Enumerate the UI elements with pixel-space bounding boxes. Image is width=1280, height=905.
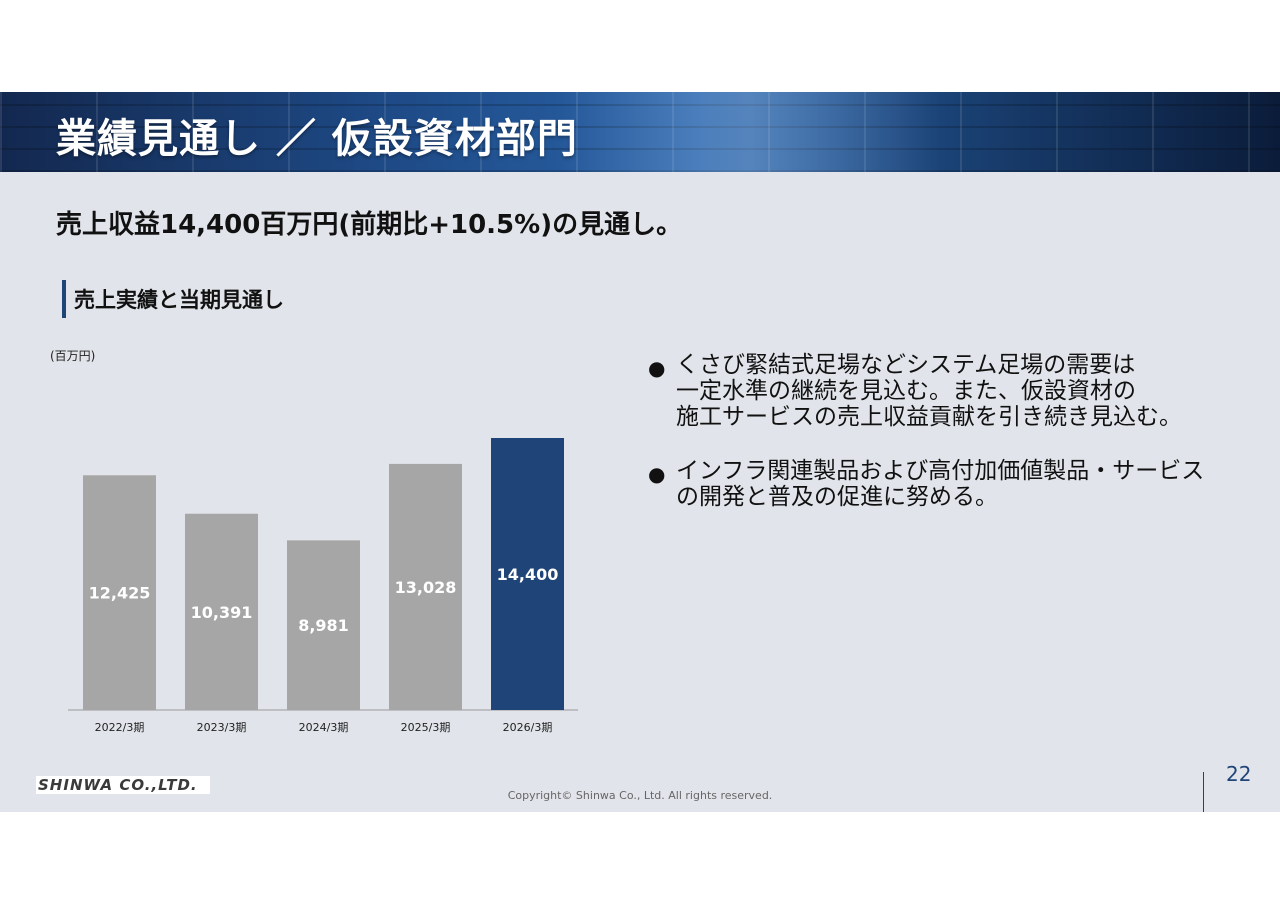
bar-value-label: 13,028 xyxy=(395,578,457,597)
bar-2022/3期 xyxy=(83,475,156,710)
page-title: 業績見通し ／ 仮設資材部門 xyxy=(56,116,578,162)
bullet-line: 施工サービスの売上収益貢献を引き続き見込む。 xyxy=(676,404,1182,430)
banner-highlight xyxy=(560,92,940,172)
bar-value-label: 8,981 xyxy=(298,616,349,635)
bullet-line: インフラ関連製品および高付加価値製品・サービス xyxy=(676,458,1205,484)
headline: 売上収益14,400百万円(前期比+10.5%)の見通し。 xyxy=(56,210,683,240)
page-number: 22 xyxy=(1226,762,1252,786)
bullet-line: 一定水準の継続を見込む。また、仮設資材の xyxy=(676,378,1136,404)
bullet-marker: ● xyxy=(648,356,666,380)
x-tick-label: 2022/3期 xyxy=(95,721,145,734)
bullet-marker: ● xyxy=(648,462,666,486)
title-banner: 業績見通し ／ 仮設資材部門 xyxy=(0,92,1280,172)
bullet-item: ● くさび緊結式足場などシステム足場の需要は 一定水準の継続を見込む。また、仮設… xyxy=(648,352,1268,430)
bar-value-label: 10,391 xyxy=(191,603,253,622)
x-tick-label: 2026/3期 xyxy=(503,721,553,734)
bullet-list: ● くさび緊結式足場などシステム足場の需要は 一定水準の継続を見込む。また、仮設… xyxy=(648,352,1268,538)
bar-2024/3期 xyxy=(287,540,360,710)
bar-2023/3期 xyxy=(185,513,258,710)
x-tick-label: 2023/3期 xyxy=(197,721,247,734)
section-title: 売上実績と当期見通し xyxy=(74,288,284,312)
company-logo: SHINWA CO.,LTD. xyxy=(36,776,210,794)
banner-pattern xyxy=(0,92,1280,172)
bar-value-label: 12,425 xyxy=(89,584,151,603)
sales-bar-chart: 12,425 2022/3期 10,391 2023/3期 8,981 2024/3期 13… xyxy=(68,438,578,734)
bullet-line: くさび緊結式足場などシステム足場の需要は xyxy=(676,352,1136,378)
bullet-line: の開発と普及の促進に努める。 xyxy=(676,484,998,510)
x-tick-label: 2024/3期 xyxy=(299,721,349,734)
bar-2025/3期 xyxy=(389,463,462,710)
chart-unit-label: (百万円) xyxy=(50,349,96,363)
slide: 業績見通し ／ 仮設資材部門 売上収益14,400百万円(前期比+10.5%)の… xyxy=(0,92,1280,812)
copyright-text: Copyright© Shinwa Co., Ltd. All rights r… xyxy=(507,789,773,802)
bar-value-label: 14,400 xyxy=(497,565,559,584)
section-accent-bar xyxy=(62,280,66,318)
bullet-item: ● インフラ関連製品および高付加価値製品・サービス の開発と普及の促進に努める。 xyxy=(648,458,1268,510)
page-number-rule xyxy=(1203,772,1204,812)
bar-2026/3期 xyxy=(491,438,564,710)
x-tick-label: 2025/3期 xyxy=(401,721,451,734)
